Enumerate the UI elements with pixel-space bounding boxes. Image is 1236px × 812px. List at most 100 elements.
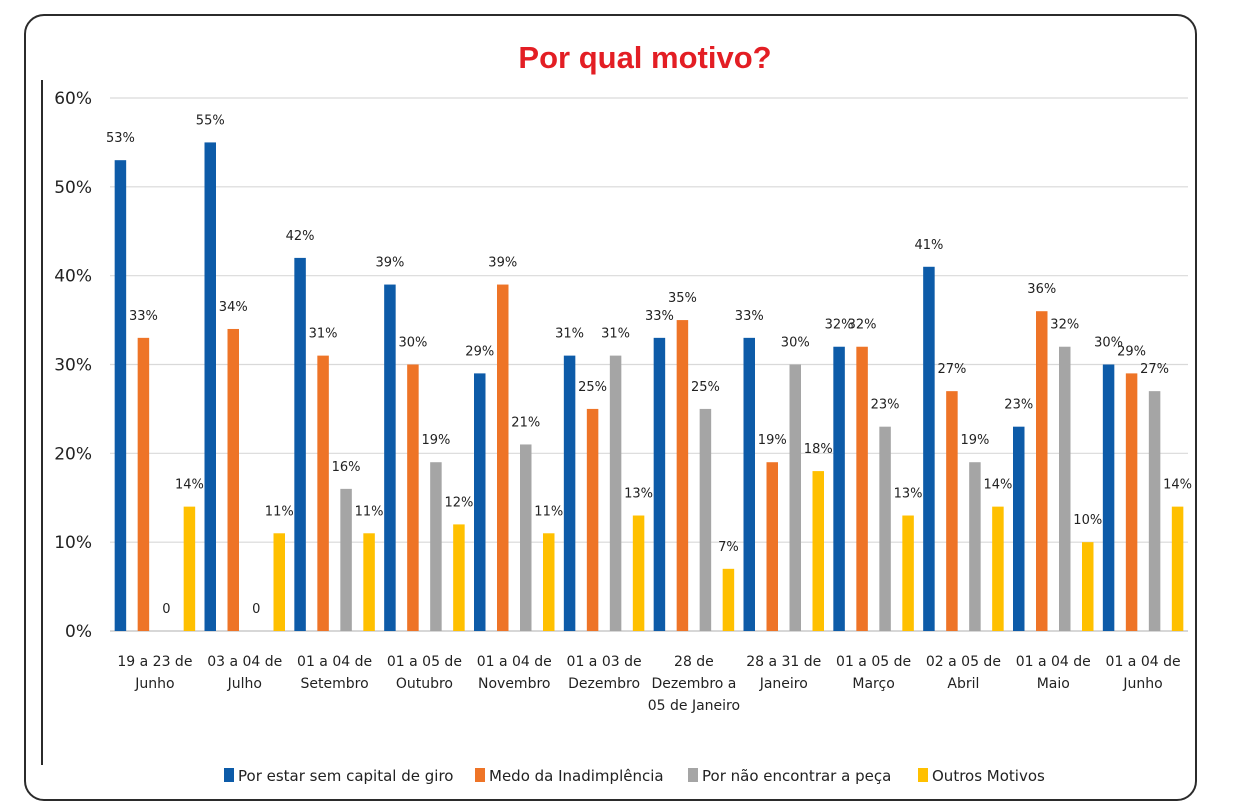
bar	[294, 257, 306, 631]
data-label: 19%	[421, 433, 450, 448]
data-label: 19%	[960, 433, 989, 448]
x-tick-label: 28 a 31 de Janeiro	[746, 654, 821, 692]
bar	[407, 364, 419, 631]
legend: Por estar sem capital de giro Medo da Ina…	[224, 767, 1045, 785]
legend-swatch	[688, 768, 698, 782]
bar	[1171, 506, 1184, 631]
data-label: 14%	[175, 478, 204, 493]
data-label: 13%	[894, 487, 923, 502]
data-label: 11%	[265, 504, 294, 519]
legend-label: Por não encontrar a peça	[702, 767, 891, 785]
bar	[902, 515, 914, 631]
x-tick-label: 01 a 04 de Maio	[1016, 654, 1091, 692]
bar	[1125, 373, 1138, 631]
data-label: 23%	[871, 398, 900, 413]
data-label: 27%	[1140, 362, 1169, 377]
bar	[183, 506, 196, 631]
legend-swatch	[918, 768, 928, 782]
y-tick-label: 30%	[54, 356, 92, 376]
bar	[632, 515, 645, 631]
y-tick-label: 10%	[54, 533, 92, 553]
bar	[430, 462, 442, 631]
data-label: 32%	[825, 318, 854, 333]
bar	[969, 462, 981, 631]
legend-swatch	[224, 768, 234, 782]
bar	[273, 533, 285, 631]
bar	[586, 408, 599, 631]
data-label: 53%	[106, 131, 135, 146]
bar	[1013, 426, 1025, 631]
x-axis-labels: 19 a 23 de Junho 03 a 04 de Julho 01 a 04 de…	[117, 654, 1180, 714]
bar	[1102, 364, 1115, 631]
bar	[992, 506, 1004, 631]
data-label: 11%	[534, 504, 563, 519]
data-labels: 53% 33% 0 14% 55% 34% 0 11% 42% 31% 16% 11% 39% 30% 19…	[106, 113, 1192, 617]
data-label: 31%	[555, 327, 584, 342]
data-label: 39%	[375, 256, 404, 271]
bar	[789, 364, 801, 631]
bar	[137, 337, 150, 631]
bar	[879, 426, 891, 631]
bar	[474, 373, 486, 631]
data-label: 14%	[983, 478, 1012, 493]
bar	[543, 533, 555, 631]
data-label: 55%	[196, 113, 225, 128]
data-label: 25%	[578, 380, 607, 395]
data-label: 0	[252, 602, 260, 617]
bar	[363, 533, 375, 631]
data-label: 29%	[1117, 344, 1146, 359]
legend-label: Outros Motivos	[932, 767, 1045, 785]
bar	[946, 391, 958, 631]
data-label: 0	[162, 602, 170, 617]
data-label: 35%	[668, 291, 697, 306]
bar	[856, 346, 868, 631]
x-tick-label: 03 a 04 de Julho	[207, 654, 282, 692]
data-label: 25%	[691, 380, 720, 395]
data-label: 13%	[624, 487, 653, 502]
data-label: 33%	[645, 309, 674, 324]
x-tick-label: 01 a 04 de Setembro	[297, 654, 372, 692]
x-tick-label: 01 a 04 de Novembro	[477, 654, 552, 692]
y-tick-label: 40%	[54, 267, 92, 287]
gridlines	[110, 97, 1188, 632]
data-label: 10%	[1073, 513, 1102, 528]
data-label: 41%	[914, 238, 943, 253]
bar	[1036, 311, 1048, 631]
bar	[722, 568, 735, 631]
bar	[317, 355, 329, 631]
bar	[1082, 542, 1094, 631]
data-label: 31%	[601, 327, 630, 342]
bar	[453, 524, 465, 631]
bar	[1059, 346, 1071, 631]
bar	[609, 355, 622, 631]
bar	[227, 328, 239, 631]
bar	[743, 337, 755, 631]
bar	[923, 266, 935, 631]
x-tick-label: 28 de Dezembro a 05 de Janeiro	[648, 654, 740, 714]
data-label: 39%	[488, 256, 517, 271]
data-label: 12%	[444, 495, 473, 510]
data-label: 32%	[848, 318, 877, 333]
bar	[497, 284, 509, 631]
legend-label: Por estar sem capital de giro	[238, 767, 453, 785]
legend-swatch	[475, 768, 485, 782]
bar	[766, 462, 778, 631]
data-label: 16%	[332, 460, 361, 475]
y-tick-label: 20%	[54, 444, 92, 464]
data-label: 30%	[398, 336, 427, 351]
bar	[833, 346, 845, 631]
bar	[812, 471, 824, 631]
bar	[676, 320, 689, 631]
data-label: 27%	[937, 362, 966, 377]
x-tick-label: 01 a 05 de Outubro	[387, 654, 462, 692]
y-tick-label: 0%	[65, 622, 92, 642]
bar	[653, 337, 666, 631]
x-tick-label: 01 a 05 de Março	[836, 654, 911, 692]
bar	[563, 355, 576, 631]
y-tick-label: 60%	[54, 89, 92, 109]
y-axis-ticks: 0% 10% 20% 30% 40% 50% 60%	[54, 89, 92, 642]
data-label: 18%	[804, 442, 833, 457]
x-tick-label: 01 a 04 de Junho	[1106, 654, 1181, 692]
bar	[114, 160, 127, 631]
